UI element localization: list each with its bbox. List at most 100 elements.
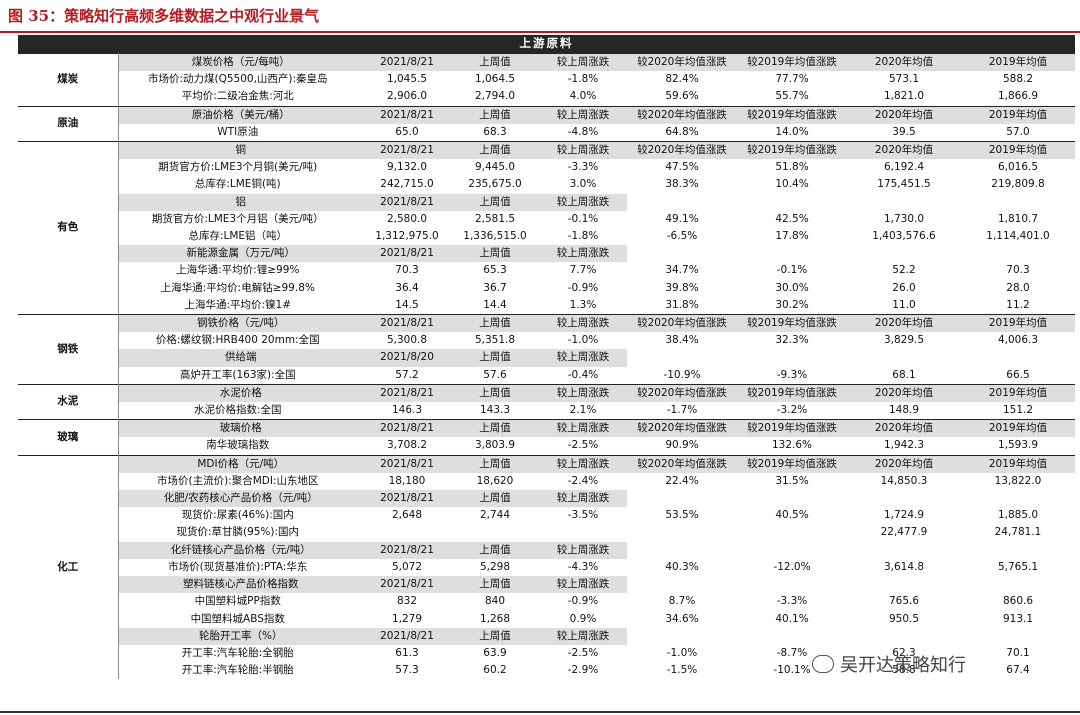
value-cell: 840 [484, 595, 506, 608]
column-header: 2020年均值 [847, 454, 961, 473]
subheader-row: 钢铁 钢铁价格（元/吨） 2021/8/21 上周值 较上周涨跌 较2020年均值涨跌 较2… [18, 314, 1075, 385]
column-header: 上周值 [451, 576, 539, 594]
value-cell: 63.9 [483, 646, 507, 659]
empty-cell [961, 245, 1075, 262]
column-header: 2019年均值 [961, 454, 1075, 473]
value-cell: 22.4% [665, 474, 699, 487]
value-cell: 38.3% [665, 178, 699, 191]
empty-cell [627, 576, 737, 593]
subheader-row: 有色铜 2021/8/21 上周值 较上周涨跌 较2020年均值涨跌 较2019年均值涨跌… [18, 141, 1075, 315]
value-cell: 7.7% [569, 264, 597, 277]
row-label: 煤炭价格（元/每吨） [118, 53, 363, 72]
value-cell: 4,006.3 [997, 334, 1039, 347]
empty-cell [627, 628, 737, 645]
value-cell: 32.3% [775, 334, 809, 347]
value-cell: 36.7 [483, 281, 507, 294]
value-cell: -2.5% [567, 646, 599, 659]
empty-cell [847, 349, 961, 366]
value-cell: 40.5% [775, 509, 809, 522]
value-cell: -0.9% [567, 281, 599, 294]
row-label: 总库存:LME铜(吨) [194, 178, 281, 191]
table-row: 市场价(主流价):聚合MDI:山东地区 18,180 18,620 -2.4% 22.4… [18, 473, 1075, 490]
value-cell: -10.1% [773, 664, 811, 677]
row-label: 上海华通:平均价:锂≥99% [176, 264, 300, 277]
banner-row: 上游原料 [18, 35, 1075, 54]
value-cell: 1,045.5 [386, 73, 428, 86]
value-cell: 31.5% [775, 474, 809, 487]
table-row: 现货价:尿素(46%):国内 2,648 2,744 -3.5% 53.5% 40.5% 1… [18, 507, 1075, 524]
column-header: 较2020年均值涨跌 [627, 105, 737, 124]
table-row: 总库存:LME铝（吨） 1,312,975.0 1,336,515.0 -1.8% -6… [18, 228, 1075, 245]
empty-cell [627, 490, 737, 507]
value-cell: 573.1 [888, 73, 920, 86]
value-cell: 151.2 [1002, 404, 1034, 417]
value-cell: 77.7% [775, 73, 809, 86]
value-cell: 57.0 [1006, 125, 1030, 138]
section-label: 钢铁 [18, 314, 119, 385]
row-label: 中国塑料城PP指数 [194, 595, 281, 608]
value-cell: 1,114,401.0 [986, 230, 1050, 243]
value-cell: 28.0 [1006, 281, 1030, 294]
column-header: 2019年均值 [961, 314, 1075, 333]
value-cell: -0.1% [776, 264, 808, 277]
value-cell: 22,477.9 [880, 526, 928, 539]
empty-cell [737, 194, 847, 211]
empty-cell [847, 245, 961, 262]
column-header: 较上周涨跌 [539, 419, 627, 438]
value-cell: 66.5 [1006, 368, 1030, 381]
row-label: 上海华通:平均价:镍1# [184, 298, 292, 311]
column-header: 较上周涨跌 [539, 193, 627, 211]
row-label: 市场价:动力煤(Q5500,山西产):秦皇岛 [147, 73, 328, 86]
column-header: 较上周涨跌 [539, 314, 627, 333]
table-row: 开工率:汽车轮胎:全钢胎 61.3 63.9 -2.5% -1.0% -8.7% 62.3 7… [18, 645, 1075, 662]
value-cell: -4.3% [567, 560, 599, 573]
table-row: 中国塑料城PP指数 832 840 -0.9% 8.7% -3.3% 765.6 860.6 [18, 593, 1075, 610]
date-header: 2021/8/21 [363, 141, 451, 160]
value-cell: 242,715.0 [380, 178, 434, 191]
empty-cell [737, 542, 847, 559]
row-label: 玻璃价格 [118, 419, 363, 438]
table-row: 上海华通:平均价:镍1# 14.5 14.4 1.3% 31.8% 30.2% 11.0 11… [18, 297, 1075, 315]
column-header: 上周值 [451, 383, 539, 403]
value-cell: 1,730.0 [883, 212, 925, 225]
table-row: WTI原油 65.0 68.3 -4.8% 64.8% 14.0% 39.5 57.0 [18, 124, 1075, 142]
row-label: 市场价(现货基准价):PTA:华东 [168, 560, 308, 573]
value-cell: 57.6 [483, 368, 507, 381]
column-header: 上周值 [451, 490, 539, 508]
value-cell: 24,781.1 [994, 526, 1042, 539]
value-cell: 3,614.8 [883, 560, 925, 573]
value-cell: -3.3% [776, 595, 808, 608]
value-cell: 51.8% [775, 161, 809, 174]
column-header: 较2019年均值涨跌 [737, 141, 847, 160]
figure-title: 图 35：策略知行高频多维数据之中观行业景气 [8, 7, 320, 25]
value-cell: 5,351.8 [474, 334, 516, 347]
column-header: 较2019年均值涨跌 [737, 53, 847, 72]
row-label: 水泥价格指数:全国 [193, 404, 282, 417]
empty-cell [961, 628, 1075, 645]
value-cell: -3.3% [567, 161, 599, 174]
empty-cell [961, 576, 1075, 593]
value-cell: 68.3 [483, 125, 507, 138]
row-label: 开工率:汽车轮胎:半钢胎 [181, 664, 294, 677]
section-label: 玻璃 [18, 419, 119, 456]
column-header: 上周值 [451, 105, 539, 124]
empty-cell [847, 576, 961, 593]
value-cell: 913.1 [1002, 612, 1034, 625]
value-cell: 14,850.3 [880, 474, 928, 487]
value-cell: 5,298 [479, 560, 511, 573]
table-row: 总库存:LME铜(吨) 242,715.0 235,675.0 3.0% 38.3% 10… [18, 176, 1075, 193]
value-cell: 57.3 [395, 664, 419, 677]
date-header: 2021/8/21 [363, 419, 451, 438]
value-cell: 31.8% [665, 298, 699, 311]
subheader-row: 塑料链核心产品价格指数 2021/8/21 上周值 较上周涨跌 [18, 576, 1075, 594]
value-cell: 1,821.0 [883, 90, 925, 103]
column-header: 上周值 [451, 141, 539, 160]
empty-cell [737, 349, 847, 366]
row-label: 现货价:草甘膦(95%):国内 [176, 526, 300, 539]
watermark-text: 吴开达策略知行 [840, 655, 966, 676]
value-cell: 14.4 [483, 298, 507, 311]
value-cell: 175,451.5 [877, 178, 931, 191]
column-header: 上周值 [451, 53, 539, 72]
subheader-row: 原油 原油价格（美元/桶） 2021/8/21 上周值 较上周涨跌 较2020年均值涨跌较… [18, 105, 1075, 142]
value-cell: 70.1 [1006, 646, 1030, 659]
